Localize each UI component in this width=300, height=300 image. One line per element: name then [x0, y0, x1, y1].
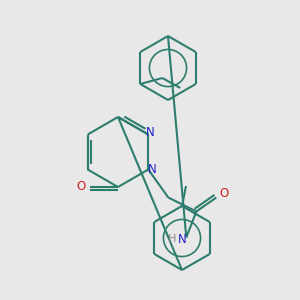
Text: O: O [76, 179, 85, 193]
Text: H: H [168, 235, 176, 244]
Text: N: N [146, 126, 155, 139]
Text: N: N [148, 163, 157, 176]
Text: N: N [178, 233, 187, 246]
Text: O: O [220, 187, 229, 200]
